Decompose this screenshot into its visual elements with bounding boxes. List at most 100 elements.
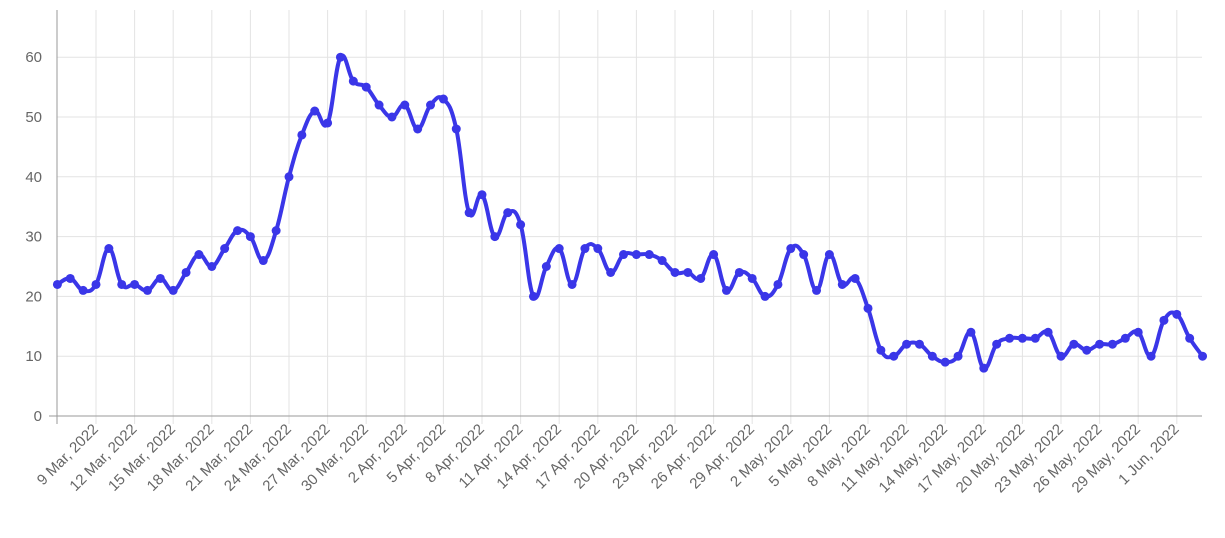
- data-point: [220, 244, 230, 254]
- data-point: [644, 250, 654, 260]
- data-point: [709, 250, 719, 260]
- data-point: [426, 100, 436, 110]
- data-point: [374, 100, 384, 110]
- axes: [49, 10, 1202, 424]
- data-point: [348, 76, 358, 86]
- data-point: [65, 273, 75, 283]
- data-point: [1159, 315, 1169, 325]
- data-point: [541, 262, 551, 271]
- data-point: [335, 52, 345, 62]
- data-point: [284, 172, 294, 182]
- data-point: [1095, 339, 1105, 349]
- data-point: [528, 291, 538, 301]
- data-point: [889, 351, 899, 361]
- data-point: [966, 327, 976, 337]
- grid-lines: [57, 10, 1202, 424]
- data-point: [927, 351, 937, 361]
- data-point: [580, 244, 590, 254]
- data-point: [168, 285, 178, 295]
- data-point: [271, 226, 281, 236]
- data-point: [91, 279, 101, 289]
- data-point: [747, 273, 757, 283]
- data-point: [1120, 333, 1130, 343]
- data-point: [297, 130, 307, 140]
- data-point: [464, 208, 474, 218]
- data-point: [760, 291, 770, 301]
- data-point: [657, 256, 667, 266]
- data-point: [52, 279, 62, 289]
- data-points: [52, 52, 1208, 373]
- y-tick-label: 60: [25, 49, 42, 66]
- data-point: [130, 279, 140, 289]
- data-point: [142, 285, 152, 295]
- data-point: [1043, 327, 1053, 337]
- data-point: [451, 124, 461, 134]
- data-point: [619, 250, 629, 260]
- data-point: [233, 226, 243, 236]
- data-point: [773, 279, 783, 289]
- data-point: [490, 232, 500, 242]
- data-point: [1133, 327, 1143, 337]
- data-point: [734, 267, 744, 277]
- data-point: [400, 100, 410, 110]
- data-point: [245, 232, 255, 242]
- data-point: [863, 303, 873, 313]
- data-point: [361, 82, 371, 92]
- data-point: [1030, 333, 1040, 343]
- data-point: [606, 267, 616, 277]
- data-point: [117, 279, 127, 289]
- data-point: [310, 106, 320, 116]
- data-point: [979, 363, 989, 373]
- data-point: [1107, 339, 1117, 349]
- y-tick-label: 10: [25, 348, 42, 365]
- data-point: [1017, 333, 1027, 343]
- data-point: [1185, 333, 1195, 343]
- y-tick-label: 20: [25, 288, 42, 305]
- data-point: [631, 250, 641, 260]
- data-point: [258, 256, 268, 266]
- data-point: [516, 220, 526, 230]
- data-point: [721, 285, 731, 295]
- y-tick-label: 50: [25, 109, 42, 126]
- data-point: [155, 273, 165, 283]
- data-point: [683, 267, 693, 277]
- data-point: [837, 279, 847, 289]
- data-point: [696, 273, 706, 283]
- data-point: [1172, 309, 1182, 319]
- data-point: [387, 112, 397, 122]
- data-point: [812, 285, 822, 295]
- data-point: [1146, 351, 1156, 361]
- data-point: [940, 357, 950, 367]
- data-point: [953, 351, 963, 361]
- y-tick-label: 30: [25, 229, 42, 246]
- data-point: [593, 244, 603, 254]
- data-point: [786, 244, 796, 254]
- data-point: [477, 190, 487, 200]
- data-point: [992, 339, 1002, 349]
- data-point: [876, 345, 886, 355]
- data-point: [104, 244, 114, 254]
- data-point: [554, 244, 564, 254]
- data-point: [207, 262, 217, 271]
- data-point: [1056, 351, 1066, 361]
- data-point: [78, 285, 88, 295]
- data-point: [413, 124, 423, 134]
- data-point: [799, 250, 809, 260]
- data-point: [323, 118, 333, 128]
- y-tick-label: 40: [25, 169, 42, 186]
- data-point: [1198, 351, 1208, 361]
- data-point: [567, 279, 577, 289]
- data-point: [914, 339, 924, 349]
- series-line: [55, 53, 1205, 371]
- y-tick-label: 0: [34, 408, 42, 425]
- data-point: [1082, 345, 1092, 355]
- data-point: [824, 250, 834, 260]
- y-axis-tick-labels: 0 10 20 30 40 50 60: [25, 49, 42, 425]
- data-point: [438, 94, 448, 104]
- data-point: [194, 250, 204, 260]
- data-point: [1069, 339, 1079, 349]
- data-point: [850, 273, 860, 283]
- data-point: [503, 208, 513, 218]
